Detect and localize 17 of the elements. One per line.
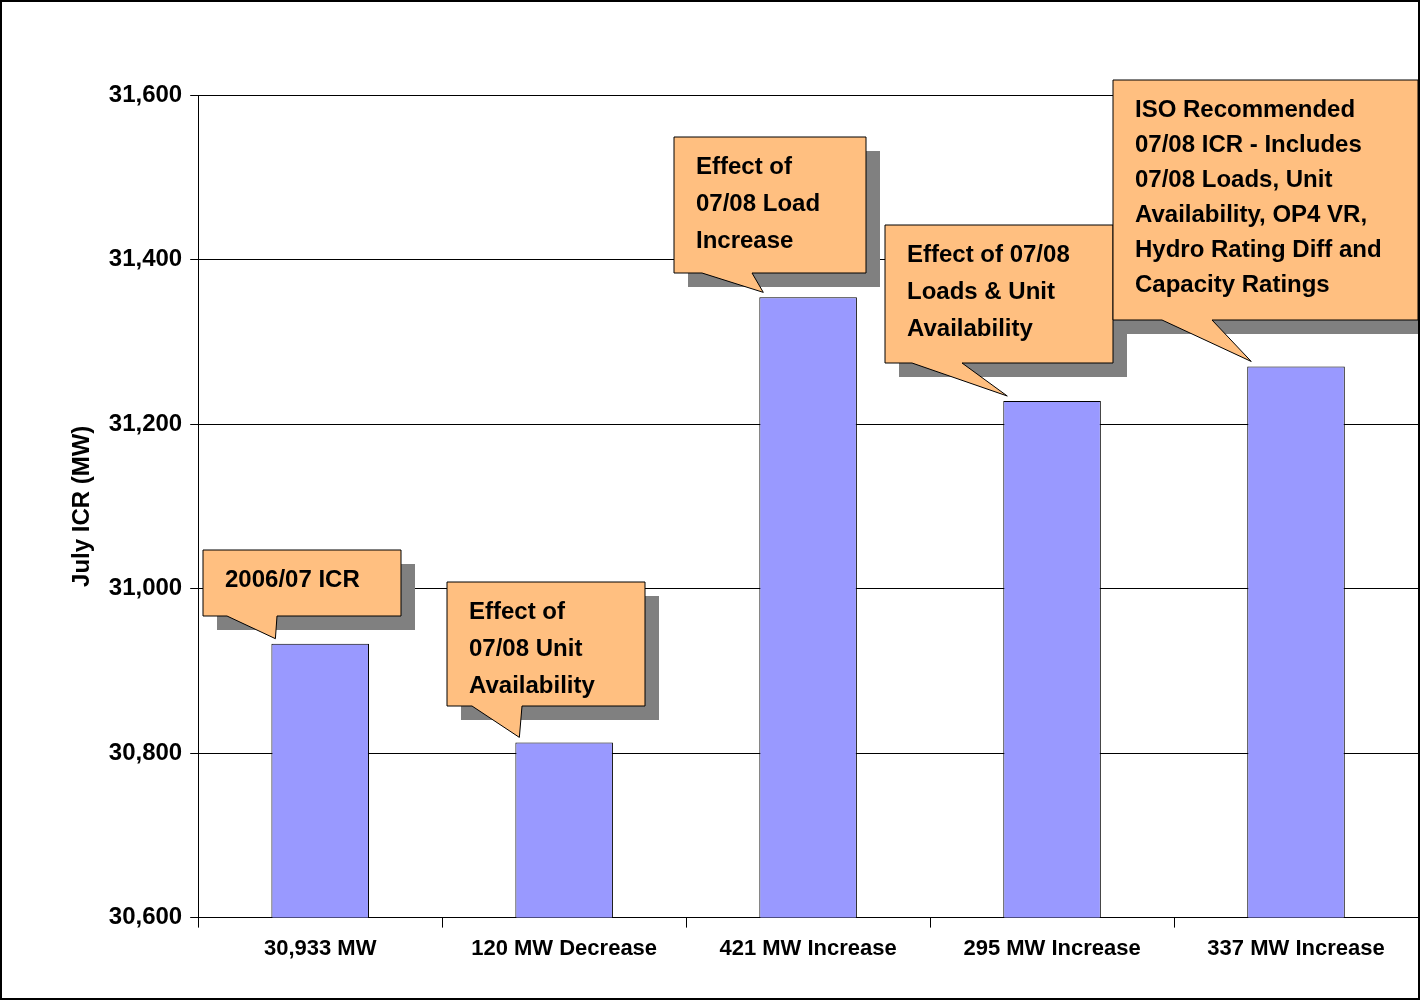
annotation: ISO Recommended 07/08 ICR - Includes 07/08 Loads, Unit Availability, OP4 VR, Hydro Rating Diff and Capacity Ratings <box>1135 94 1382 297</box>
y-tick-label: 31,200 <box>108 408 183 436</box>
x-tick-label: 30,933 MW <box>263 934 377 960</box>
annotation: 2006/07 ICR <box>225 564 360 592</box>
x-tick-label: 295 MW Increase <box>963 934 1141 960</box>
y-axis-title: July ICR (MW) <box>67 425 95 587</box>
annotation: Effect of 07/08 Loads & Unit Availability <box>907 239 1070 341</box>
annotation: Effect of 07/08 Unit Availability <box>469 596 596 698</box>
x-tick-label: 337 MW Increase <box>1207 934 1385 960</box>
annotation: Effect of 07/08 Load Increase <box>696 151 821 253</box>
x-tick-label: 120 MW Decrease <box>471 934 658 960</box>
y-tick-label: 30,800 <box>108 737 183 765</box>
y-tick-label: 31,400 <box>108 244 183 272</box>
y-tick-label: 31,600 <box>108 79 183 107</box>
y-tick-label: 31,000 <box>108 573 183 601</box>
y-tick-label: 30,600 <box>108 902 183 930</box>
x-tick-label: 421 MW Increase <box>719 934 897 960</box>
